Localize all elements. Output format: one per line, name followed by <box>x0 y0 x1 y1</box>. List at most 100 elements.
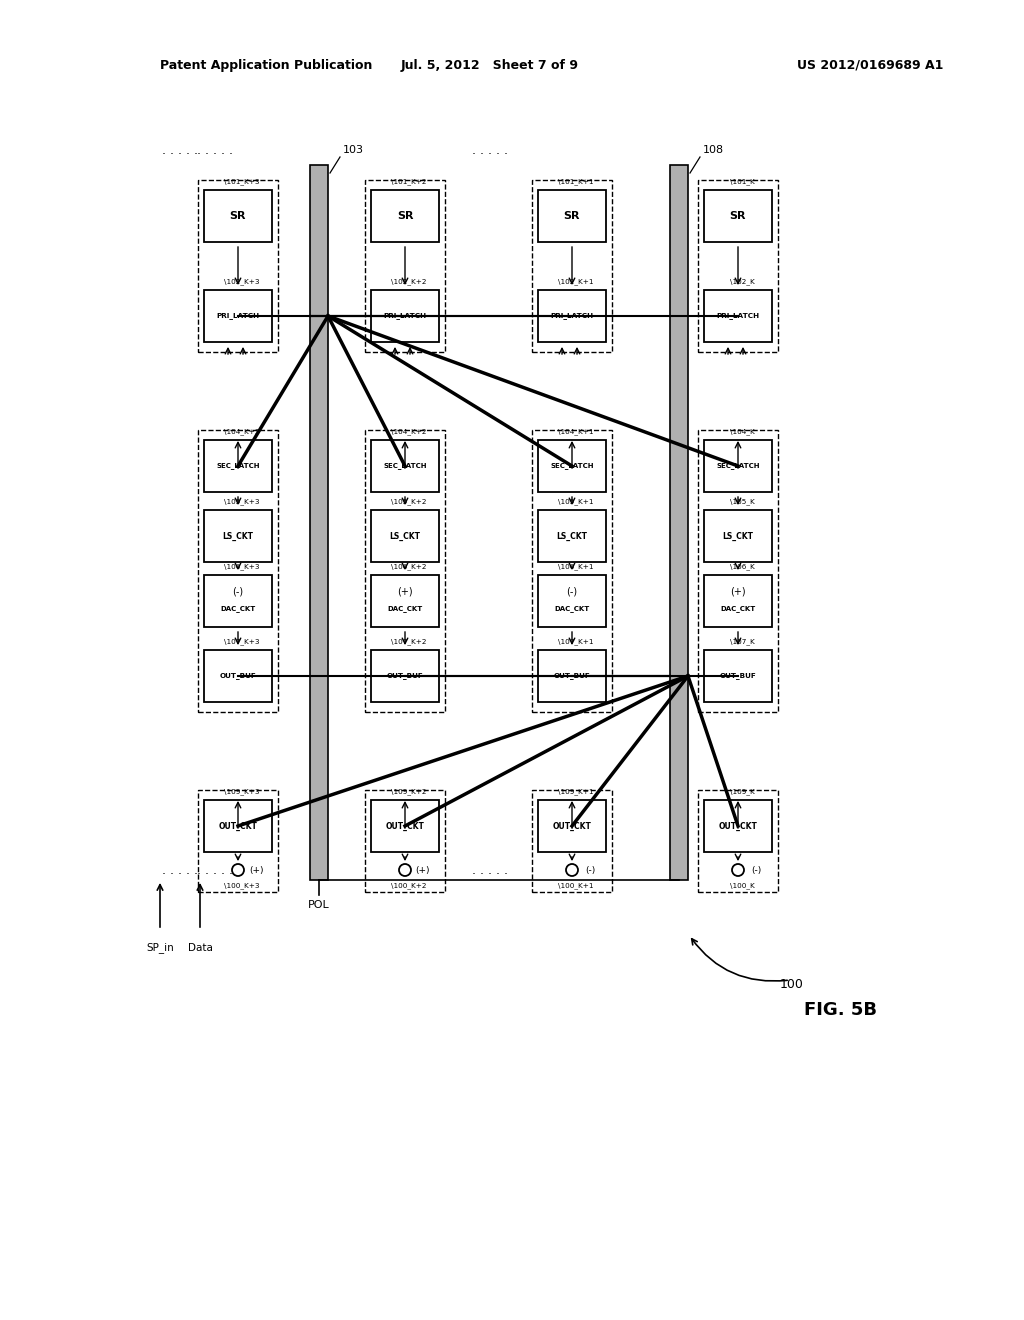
Text: \100_K+1: \100_K+1 <box>558 883 594 890</box>
Bar <box>705 510 772 562</box>
Bar <box>204 290 272 342</box>
Text: FIG. 5B: FIG. 5B <box>804 1001 877 1019</box>
Text: LS_CKT: LS_CKT <box>556 532 588 541</box>
Text: (-): (-) <box>585 866 595 874</box>
Text: PRI_LATCH: PRI_LATCH <box>551 313 594 319</box>
Bar <box>698 180 778 352</box>
Text: Patent Application Publication: Patent Application Publication <box>160 58 373 71</box>
Bar <box>371 800 439 851</box>
Bar <box>365 789 445 892</box>
Text: DAC_CKT: DAC_CKT <box>554 606 590 612</box>
Text: OUT_BUF: OUT_BUF <box>387 672 423 680</box>
Text: PRI_LATCH: PRI_LATCH <box>216 313 259 319</box>
Text: \105_K: \105_K <box>730 499 755 506</box>
Bar <box>532 180 612 352</box>
Text: \104_K+3: \104_K+3 <box>224 429 260 436</box>
Text: (+): (+) <box>249 866 263 874</box>
Text: (-): (-) <box>232 586 244 597</box>
Text: (+): (+) <box>416 866 430 874</box>
Text: \106_K+3: \106_K+3 <box>224 564 260 570</box>
Text: \107_K+3: \107_K+3 <box>224 639 260 645</box>
Bar <box>371 649 439 702</box>
Text: LS_CKT: LS_CKT <box>222 532 254 541</box>
Text: · · · · ·: · · · · · <box>472 149 508 161</box>
Bar <box>204 510 272 562</box>
Text: \109_K+3: \109_K+3 <box>224 788 260 796</box>
Bar <box>705 290 772 342</box>
Bar <box>698 789 778 892</box>
Text: \109_K: \109_K <box>730 788 755 796</box>
Text: OUT_CKT: OUT_CKT <box>218 821 257 830</box>
Text: · · · · ·: · · · · · <box>162 149 198 161</box>
Text: OUT_CKT: OUT_CKT <box>719 821 758 830</box>
Text: PRI_LATCH: PRI_LATCH <box>383 313 427 319</box>
Text: \109_K+2: \109_K+2 <box>391 788 427 796</box>
Text: \107_K+1: \107_K+1 <box>558 639 594 645</box>
Text: SEC_LATCH: SEC_LATCH <box>216 462 260 470</box>
Text: \104_K+1: \104_K+1 <box>558 429 594 436</box>
Bar <box>705 800 772 851</box>
Bar <box>670 165 688 880</box>
Bar <box>204 440 272 492</box>
Text: SR: SR <box>564 211 581 220</box>
Bar <box>705 576 772 627</box>
Bar <box>538 510 606 562</box>
Text: (+): (+) <box>397 586 413 597</box>
Text: · · · · ·: · · · · · <box>197 869 233 882</box>
Text: \106_K+2: \106_K+2 <box>391 564 427 570</box>
Text: \102_K: \102_K <box>730 279 755 285</box>
Text: Data: Data <box>187 942 212 953</box>
Text: \106_K+1: \106_K+1 <box>558 564 594 570</box>
Text: · · · · ·: · · · · · <box>162 869 198 882</box>
Text: 108: 108 <box>703 145 724 154</box>
Text: 100: 100 <box>780 978 804 991</box>
Bar <box>538 190 606 242</box>
Text: Jul. 5, 2012   Sheet 7 of 9: Jul. 5, 2012 Sheet 7 of 9 <box>401 58 579 71</box>
Bar <box>198 180 278 352</box>
Text: OUT_BUF: OUT_BUF <box>554 672 591 680</box>
Text: \102_K+2: \102_K+2 <box>391 279 427 285</box>
Text: 103: 103 <box>343 145 364 154</box>
Text: \105_K+2: \105_K+2 <box>391 499 427 506</box>
Bar <box>371 510 439 562</box>
Bar <box>204 576 272 627</box>
Text: LS_CKT: LS_CKT <box>723 532 754 541</box>
Text: OUT_CKT: OUT_CKT <box>386 821 424 830</box>
Text: · · · · ·: · · · · · <box>197 149 233 161</box>
Text: SR: SR <box>396 211 414 220</box>
Bar <box>705 649 772 702</box>
Text: \105_K+3: \105_K+3 <box>224 499 260 506</box>
Bar <box>705 190 772 242</box>
Bar <box>532 789 612 892</box>
Text: \100_K+3: \100_K+3 <box>224 883 260 890</box>
Bar <box>204 649 272 702</box>
Bar <box>698 430 778 711</box>
Bar <box>204 800 272 851</box>
Bar <box>538 440 606 492</box>
Text: DAC_CKT: DAC_CKT <box>720 606 756 612</box>
Text: \101_K+1: \101_K+1 <box>558 178 594 185</box>
Bar <box>371 290 439 342</box>
Text: PRI_LATCH: PRI_LATCH <box>717 313 760 319</box>
Text: SEC_LATCH: SEC_LATCH <box>550 462 594 470</box>
Text: \102_K+3: \102_K+3 <box>224 279 260 285</box>
Text: \104_K+2: \104_K+2 <box>391 429 427 436</box>
Text: SR: SR <box>730 211 746 220</box>
Text: \101_K: \101_K <box>730 178 755 185</box>
Text: \102_K+1: \102_K+1 <box>558 279 594 285</box>
Bar <box>538 290 606 342</box>
Text: \100_K+2: \100_K+2 <box>391 883 427 890</box>
Bar <box>198 430 278 711</box>
Text: SEC_LATCH: SEC_LATCH <box>716 462 760 470</box>
Text: OUT_BUF: OUT_BUF <box>720 672 757 680</box>
Text: POL: POL <box>308 900 330 909</box>
Bar <box>371 190 439 242</box>
Bar <box>310 165 328 880</box>
Text: \101_K+2: \101_K+2 <box>391 178 427 185</box>
Text: (+): (+) <box>730 586 745 597</box>
Text: \107_K+2: \107_K+2 <box>391 639 427 645</box>
Text: DAC_CKT: DAC_CKT <box>387 606 423 612</box>
Text: \104_K: \104_K <box>730 429 755 436</box>
Bar <box>705 440 772 492</box>
Text: SEC_LATCH: SEC_LATCH <box>383 462 427 470</box>
